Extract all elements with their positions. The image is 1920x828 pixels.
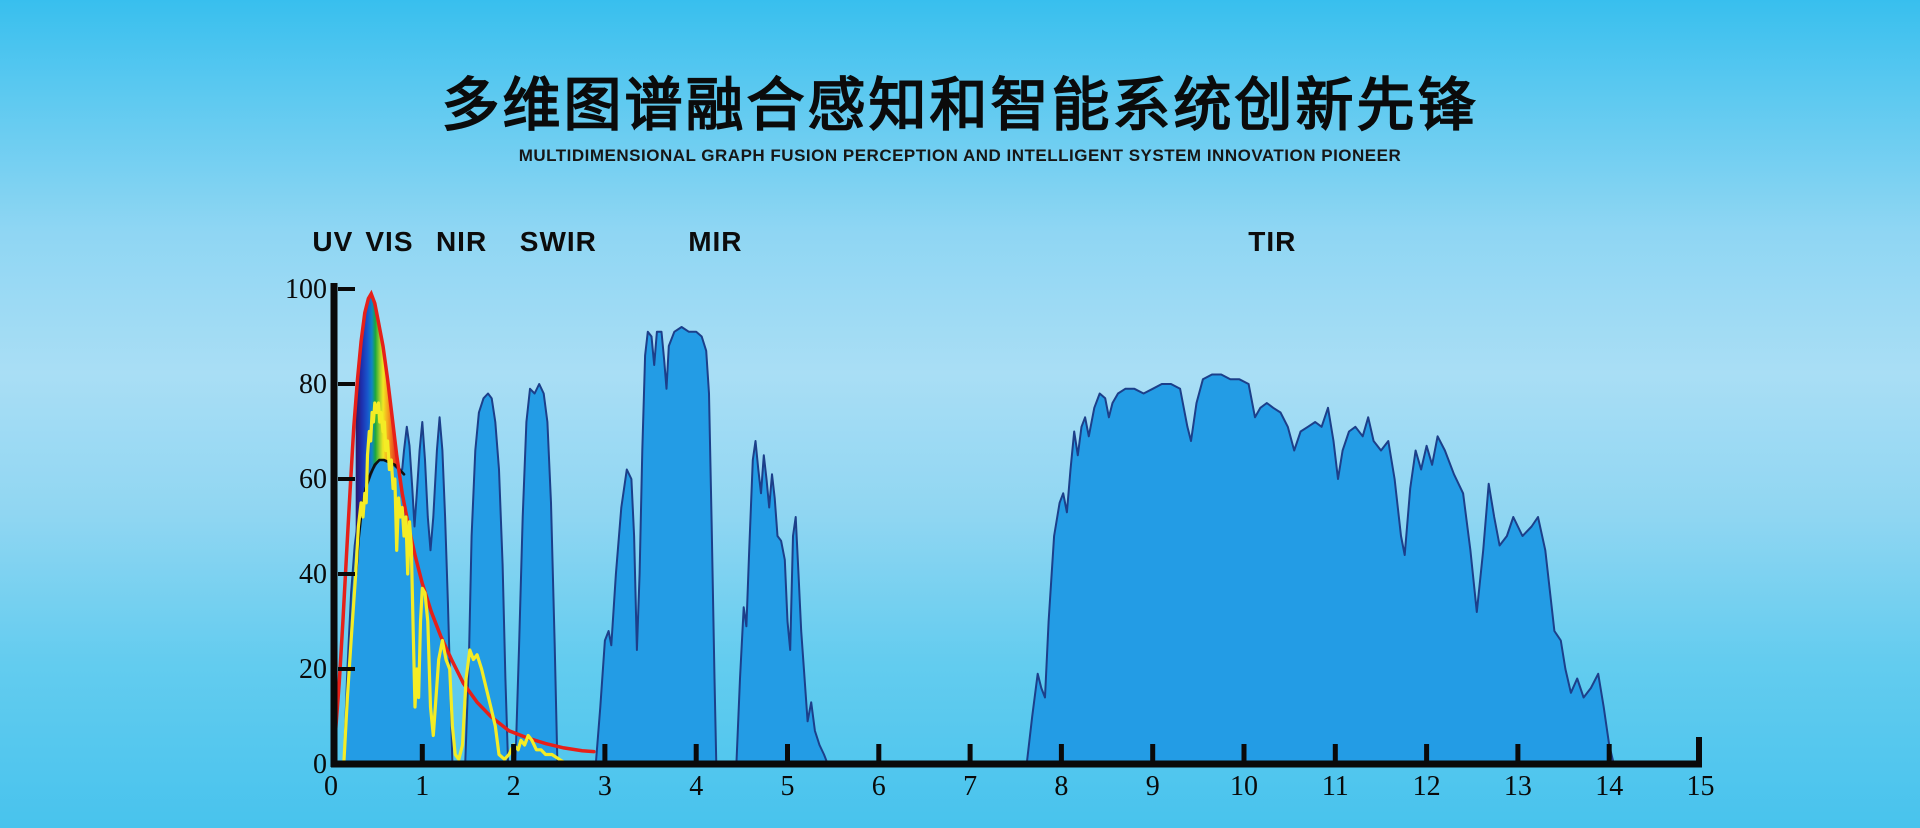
x-tick-label: 7 [963, 771, 977, 802]
band-label-mir: MIR [688, 226, 742, 257]
x-tick-label: 5 [781, 771, 795, 802]
band-label-swir: SWIR [520, 226, 597, 257]
x-tick-label: 0 [324, 771, 338, 802]
y-tick-label: 40 [299, 559, 327, 590]
page-title: 多维图谱融合感知和智能系统创新先锋 [441, 73, 1479, 138]
band-label-uv: UV [312, 226, 353, 257]
x-tick-label: 8 [1054, 771, 1068, 802]
x-tick-label: 6 [872, 771, 886, 802]
y-tick-label: 20 [299, 654, 327, 685]
x-tick-label: 1 [415, 771, 429, 802]
transmission-window [594, 326, 718, 765]
visible-spectrum-gradient-area [355, 293, 399, 584]
x-tick-label: 11 [1322, 771, 1349, 802]
transmission-window [1025, 373, 1615, 765]
band-label-vis: VIS [365, 226, 413, 257]
x-tick-label: 4 [689, 771, 703, 802]
transmission-windows-layer [342, 326, 1615, 765]
y-tick-label: 0 [313, 749, 327, 780]
ground-solar-irradiance-curve [342, 401, 569, 766]
x-tick-label: 13 [1504, 771, 1532, 802]
y-tick-label: 80 [299, 369, 327, 400]
transmission-window [735, 440, 829, 765]
x-tick-label: 15 [1687, 771, 1715, 802]
band-label-nir: NIR [436, 226, 487, 257]
x-tick-label: 10 [1230, 771, 1258, 802]
y-tick-label: 100 [285, 274, 327, 305]
band-label-tir: TIR [1248, 226, 1296, 257]
spectral-band-labels: UV VIS NIR SWIR MIR TIR [312, 226, 1296, 257]
transmission-window [514, 383, 559, 765]
x-tick-label: 3 [598, 771, 612, 802]
transmission-window [464, 392, 510, 765]
x-tick-label: 14 [1595, 771, 1623, 802]
y-tick-label: 60 [299, 464, 327, 495]
x-tick-label: 12 [1413, 771, 1441, 802]
page-subtitle: MULTIDIMENSIONAL GRAPH FUSION PERCEPTION… [518, 146, 1402, 165]
blackbody-envelope-curve [333, 289, 596, 754]
x-tick-label: 9 [1146, 771, 1160, 802]
x-tick-label: 2 [507, 771, 521, 802]
